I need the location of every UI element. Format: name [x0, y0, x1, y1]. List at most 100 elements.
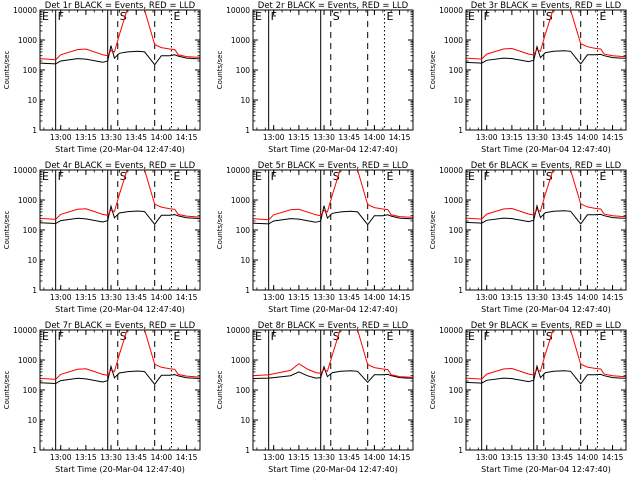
y-tick-label: 100 — [236, 66, 251, 75]
y-tick-label: 10 — [453, 256, 463, 265]
time-marker-letter: E — [386, 330, 393, 343]
x-tick-label: 13:30 — [526, 453, 548, 462]
detector-panel: Det 9r BLACK = Events, RED = LLD Counts/s… — [429, 321, 627, 474]
time-marker-letter: S — [333, 10, 340, 23]
time-marker-letter: S — [120, 330, 127, 343]
x-tick-label: 13:30 — [100, 293, 122, 302]
y-tick-label: 10000 — [439, 6, 463, 15]
time-marker-letter: E — [468, 170, 475, 183]
y-tick-label: 100 — [236, 226, 251, 235]
y-tick-label: 10000 — [226, 326, 250, 335]
y-tick-label: 10000 — [13, 6, 37, 15]
series-line-events — [40, 204, 200, 226]
time-marker-letter: F — [58, 330, 64, 343]
time-marker-letter: F — [484, 330, 490, 343]
x-tick-label: 14:00 — [151, 133, 173, 142]
time-marker-letter: S — [333, 330, 340, 343]
y-tick-label: 100 — [23, 66, 38, 75]
x-tick-label: 13:15 — [75, 293, 97, 302]
series-group — [40, 330, 200, 386]
time-marker-letter: E — [468, 330, 475, 343]
time-marker-letter: F — [58, 170, 64, 183]
x-tick-label: 13:45 — [338, 133, 360, 142]
series-line-events — [466, 204, 626, 225]
x-tick-label: 13:15 — [75, 133, 97, 142]
series-group — [466, 330, 626, 385]
x-axis-label: Start Time (20-Mar-04 12:47:40) — [55, 145, 185, 154]
detector-panel: Det 1r BLACK = Events, RED = LLD Counts/s… — [3, 1, 201, 154]
time-marker-letter: E — [468, 10, 475, 23]
series-line-events — [253, 365, 413, 384]
y-axis-label: Counts/sec — [216, 211, 224, 250]
series-line-lld — [466, 10, 626, 60]
y-tick-label: 1000 — [231, 36, 250, 45]
y-tick-label: 1 — [458, 286, 463, 295]
x-tick-label: 13:45 — [551, 293, 573, 302]
series-line-lld — [40, 170, 200, 220]
y-axis-label: Counts/sec — [429, 51, 437, 90]
detector-panel: Det 6r BLACK = Events, RED = LLD Counts/s… — [429, 161, 627, 314]
time-marker-letter: F — [484, 10, 490, 23]
x-tick-label: 13:30 — [313, 293, 335, 302]
y-tick-label: 1 — [32, 446, 37, 455]
y-axis-label: Counts/sec — [429, 211, 437, 250]
time-marker-letter: S — [120, 170, 127, 183]
series-group — [40, 10, 200, 66]
panel-title: Det 4r BLACK = Events, RED = LLD — [45, 161, 196, 171]
x-tick-label: 13:00 — [50, 293, 72, 302]
plot-frame — [252, 169, 414, 291]
x-tick-label: 14:15 — [389, 453, 411, 462]
series-line-lld — [466, 330, 626, 380]
x-tick-label: 14:15 — [176, 133, 198, 142]
time-marker-letter: E — [42, 10, 49, 23]
y-axis-label: Counts/sec — [216, 371, 224, 410]
detector-panel: Det 7r BLACK = Events, RED = LLD Counts/s… — [3, 321, 201, 474]
series-line-events — [253, 205, 413, 226]
series-group — [466, 170, 626, 225]
y-tick-label: 10 — [27, 96, 37, 105]
x-tick-label: 14:00 — [151, 453, 173, 462]
x-axis-label: Start Time (20-Mar-04 12:47:40) — [55, 465, 185, 474]
x-tick-label: 13:45 — [125, 293, 147, 302]
x-tick-label: 13:15 — [288, 133, 310, 142]
x-tick-label: 13:15 — [288, 293, 310, 302]
y-axis-label: Counts/sec — [216, 51, 224, 90]
y-tick-label: 100 — [449, 66, 464, 75]
x-axis-label: Start Time (20-Mar-04 12:47:40) — [268, 305, 398, 314]
detector-panel: Det 4r BLACK = Events, RED = LLD Counts/s… — [3, 161, 201, 314]
time-marker-letter: S — [546, 330, 553, 343]
plot-frame — [465, 329, 627, 451]
x-axis-label: Start Time (20-Mar-04 12:47:40) — [481, 465, 611, 474]
y-axis-label: Counts/sec — [429, 371, 437, 410]
y-tick-label: 1000 — [231, 356, 250, 365]
plot-frame — [465, 9, 627, 131]
x-tick-label: 13:00 — [476, 293, 498, 302]
y-tick-label: 1000 — [444, 36, 463, 45]
y-axis-label: Counts/sec — [3, 371, 11, 410]
detector-panel: Det 5r BLACK = Events, RED = LLD Counts/s… — [216, 161, 414, 314]
y-tick-label: 10 — [240, 96, 250, 105]
y-tick-label: 1000 — [444, 356, 463, 365]
series-line-lld — [253, 170, 413, 221]
y-tick-label: 1000 — [231, 196, 250, 205]
plot-frame — [39, 329, 201, 451]
y-tick-label: 10000 — [226, 6, 250, 15]
y-tick-label: 10 — [240, 416, 250, 425]
x-tick-label: 13:30 — [100, 453, 122, 462]
plot-frame — [39, 9, 201, 131]
x-tick-label: 14:15 — [176, 293, 198, 302]
detector-panel: Det 3r BLACK = Events, RED = LLD Counts/s… — [429, 1, 627, 154]
series-line-lld — [253, 330, 413, 378]
time-marker-letter: E — [173, 10, 180, 23]
detector-panel: Det 2r BLACK = Events, RED = LLD Counts/s… — [216, 1, 414, 154]
x-tick-label: 14:00 — [577, 293, 599, 302]
panel-title: Det 6r BLACK = Events, RED = LLD — [471, 161, 622, 171]
x-axis-label: Start Time (20-Mar-04 12:47:40) — [268, 145, 398, 154]
y-tick-label: 10 — [453, 96, 463, 105]
time-marker-letter: S — [333, 170, 340, 183]
series-line-lld — [40, 10, 200, 61]
y-tick-label: 10 — [453, 416, 463, 425]
x-tick-label: 14:15 — [176, 453, 198, 462]
x-tick-label: 14:00 — [364, 133, 386, 142]
